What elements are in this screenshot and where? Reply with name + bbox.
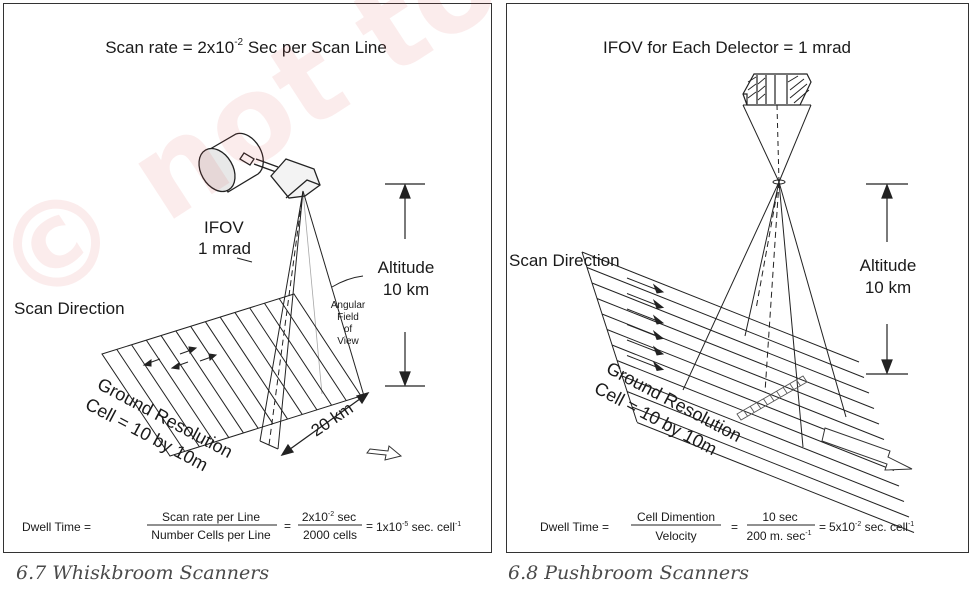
pushbroom-diagram: IFOV for Each Delector = 1 mrad [509,38,917,543]
scan-arrow-head [652,345,665,356]
scan-direction-label: Scan Direction [509,251,620,270]
swath-arrow [280,391,370,457]
grid-line [160,335,230,438]
pushbroom-caption: 6.8 Pushbroom Scanners [508,562,749,584]
svg-text:Number Cells per Line: Number Cells per Line [151,528,271,542]
svg-text:Cell Dimention: Cell Dimention [637,510,715,524]
svg-text:Scan rate per Line: Scan rate per Line [162,510,260,524]
scan-direction-arrows [142,346,218,370]
scan-arrow-head [652,314,665,325]
grid-line [145,339,215,443]
grid-line [621,375,900,487]
scan-arrow-head [652,330,665,341]
whiskbroom-diagram: Scan rate = 2x10-2 Sec per Scan Line [14,37,461,542]
grid-line [219,316,288,420]
scan-arrow [626,339,660,353]
svg-text:=: = [819,520,826,534]
ifov-value: 1 mrad [198,239,251,258]
scan-arrow [626,324,660,338]
scan-arrow [626,308,660,322]
svg-text:Field: Field [337,312,359,323]
dwell-time-formula: Dwell Time = Scan rate per Line Number C… [22,510,461,542]
pushbroom-title: IFOV for Each Delector = 1 mrad [603,38,851,57]
whiskbroom-scanner-icon [198,132,321,199]
grid-line [175,330,244,434]
svg-text:of: of [344,324,353,335]
grid-line [234,312,303,415]
angular-fov-label: Angular Field of View [331,300,366,347]
scan-arrow [626,277,660,291]
grid-line [264,302,333,406]
grid-line [636,422,915,533]
scan-arrow-head [652,299,665,310]
grid-line [631,406,910,518]
svg-text:10 sec: 10 sec [762,510,797,524]
altitude-value: 10 km [865,278,911,297]
altitude-arrow [866,183,908,375]
grid-line [190,326,259,429]
svg-text:=: = [731,520,738,534]
scan-arrow-head [652,361,665,372]
svg-text:Velocity: Velocity [655,529,696,543]
ifov-label: IFOV [204,218,244,237]
scan-arrow-head [652,283,665,294]
detector-array-icon [742,73,812,106]
scan-direction-label: Scan Direction [14,299,125,318]
flight-direction-arrow [821,427,913,471]
ground-scan-grid [101,293,362,457]
grid-line [616,360,895,471]
altitude-value: 10 km [383,280,429,299]
svg-text:Dwell Time =: Dwell Time = [540,520,609,534]
grid-line [204,321,274,424]
grid-line [278,298,347,401]
dwell-time-formula: Dwell Time = Cell Dimention Velocity = 1… [540,510,914,543]
altitude-label: Altitude [860,256,917,275]
cell-row [736,375,808,421]
svg-text:View: View [337,336,359,347]
svg-text:200 m. sec-1: 200 m. sec-1 [747,529,812,543]
svg-text:Angular: Angular [331,300,366,311]
svg-text:5x10-2 sec. cell-1: 5x10-2 sec. cell-1 [829,520,914,534]
ground-scan-grid [581,251,915,533]
grid-line [596,298,875,409]
pushbroom-panel: IFOV for Each Delector = 1 mrad [506,3,969,553]
whiskbroom-panel: Scan rate = 2x10-2 Sec per Scan Line [3,3,492,553]
flight-direction-arrow [366,445,403,461]
svg-text:2000 cells: 2000 cells [303,528,357,542]
grid-line [131,344,200,448]
scan-arrow [626,293,660,307]
svg-text:2x10-2 sec: 2x10-2 sec [302,510,356,524]
whiskbroom-caption: 6.7 Whiskbroom Scanners [16,562,270,584]
scan-direction-arrows [626,277,665,372]
ifov-beam [259,190,365,450]
angular-fov-wedge [302,190,323,395]
svg-text:Dwell Time =: Dwell Time = [22,520,91,534]
altitude-label: Altitude [378,258,435,277]
grid-edge [581,251,638,423]
grid-line [581,251,860,363]
grid-line [591,282,870,394]
grid-line [606,329,885,440]
grid-line [116,349,186,452]
svg-text:=: = [366,519,373,533]
grid-line [586,267,865,378]
whiskbroom-title: Scan rate = 2x10-2 Sec per Scan Line [105,37,387,57]
svg-text:=: = [284,519,291,533]
grid-line [626,391,905,502]
scan-arrow [626,355,660,369]
grid-line [249,307,318,411]
optical-cone [682,104,847,448]
altitude-arrow [385,183,425,387]
svg-text:1x10-5 sec. cell-1: 1x10-5 sec. cell-1 [376,520,461,534]
